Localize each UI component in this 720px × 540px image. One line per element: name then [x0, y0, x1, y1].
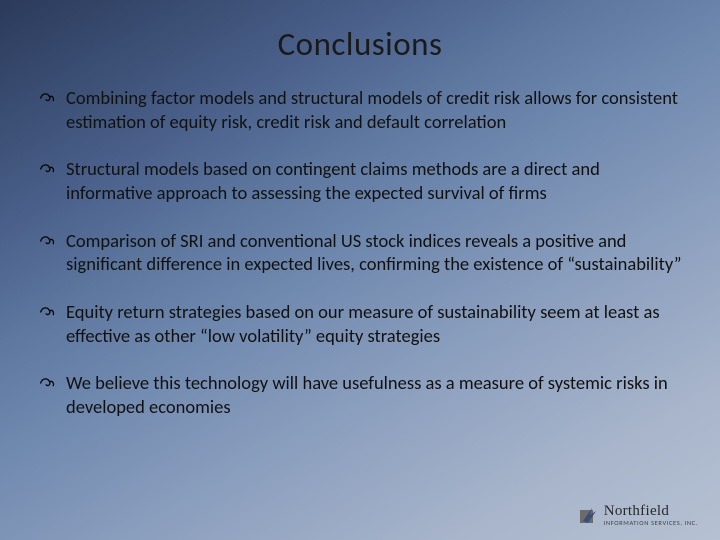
- flourish-icon: [38, 374, 56, 392]
- list-item: Combining factor models and structural m…: [38, 86, 682, 133]
- logo-mark-icon: [578, 505, 598, 525]
- bullet-text: Combining factor models and structural m…: [66, 86, 678, 133]
- logo-text: Northfield INFORMATION SERVICES, INC.: [604, 504, 698, 527]
- list-item: Comparison of SRI and conventional US st…: [38, 229, 682, 276]
- flourish-icon: [38, 160, 56, 178]
- bullet-text: Structural models based on contingent cl…: [66, 157, 600, 204]
- list-item: Equity return strategies based on our me…: [38, 300, 682, 347]
- slide: Conclusions Combining factor models and …: [0, 0, 720, 540]
- flourish-icon: [38, 89, 56, 107]
- list-item: Structural models based on contingent cl…: [38, 157, 682, 204]
- bullet-list: Combining factor models and structural m…: [38, 86, 682, 419]
- logo: Northfield INFORMATION SERVICES, INC.: [578, 504, 698, 527]
- bullet-text: Equity return strategies based on our me…: [66, 300, 660, 347]
- logo-tagline: INFORMATION SERVICES, INC.: [604, 520, 698, 527]
- logo-name: Northfield: [604, 504, 698, 519]
- list-item: We believe this technology will have use…: [38, 371, 682, 418]
- flourish-icon: [38, 303, 56, 321]
- bullet-text: Comparison of SRI and conventional US st…: [66, 229, 682, 276]
- page-title: Conclusions: [38, 24, 682, 64]
- flourish-icon: [38, 232, 56, 250]
- bullet-text: We believe this technology will have use…: [66, 371, 668, 418]
